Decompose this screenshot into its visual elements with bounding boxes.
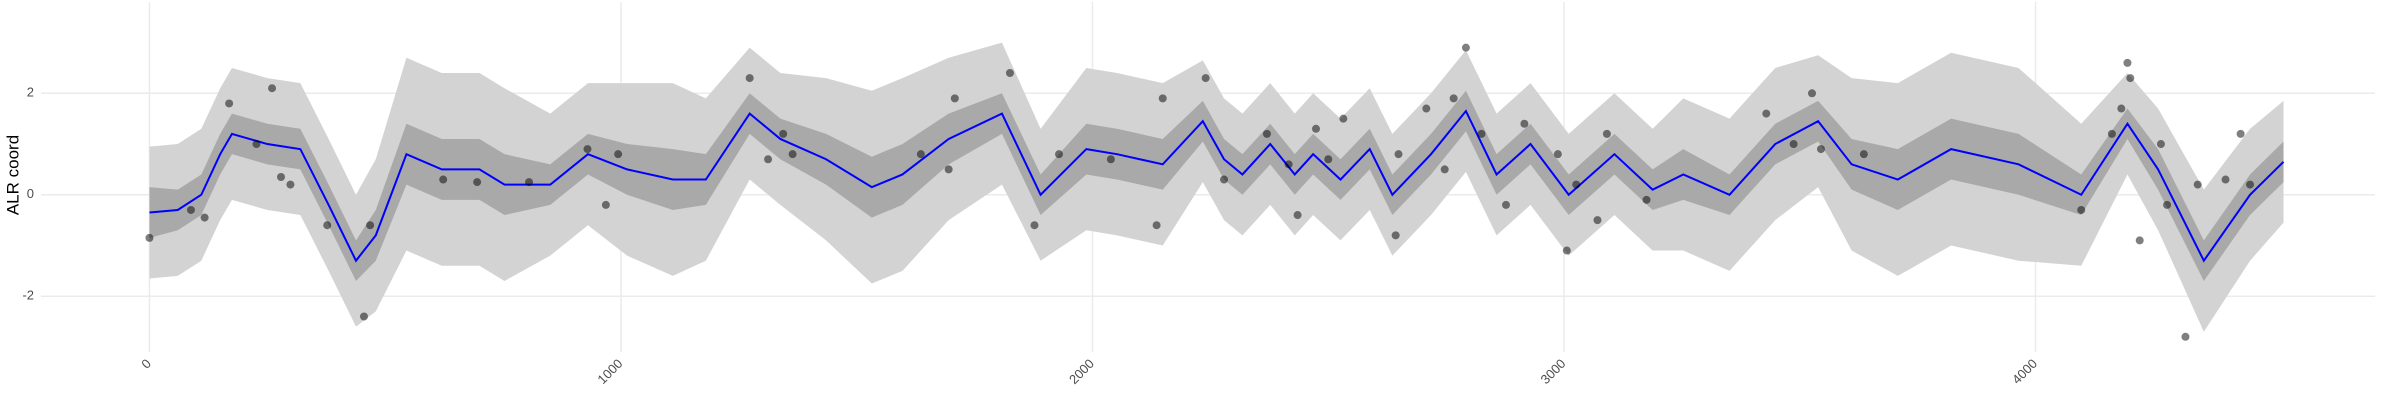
data-point [2246, 180, 2255, 189]
data-point [1284, 160, 1293, 169]
data-point [2163, 200, 2172, 209]
data-point [1572, 180, 1581, 189]
data-point [2117, 104, 2126, 113]
data-point [2135, 236, 2144, 245]
data-point [1808, 89, 1817, 98]
data-point [788, 150, 797, 159]
data-point [614, 150, 623, 159]
data-point [1553, 150, 1562, 159]
x-tick-label: 2000 [1066, 356, 1097, 387]
data-point [2123, 58, 2132, 67]
data-point [2221, 175, 2230, 184]
data-point [1461, 43, 1470, 52]
data-point [145, 233, 154, 242]
data-point [1762, 109, 1771, 118]
data-point [1005, 69, 1014, 78]
data-point [583, 145, 592, 154]
data-point [439, 175, 448, 184]
x-tick-label: 0 [138, 356, 154, 372]
data-point [2126, 74, 2135, 83]
data-point [1339, 114, 1348, 123]
data-point [525, 178, 534, 187]
data-point [1220, 175, 1229, 184]
x-tick-label: 3000 [1537, 356, 1568, 387]
data-point [286, 180, 295, 189]
data-point [950, 94, 959, 103]
data-point [366, 221, 375, 230]
data-point [1391, 231, 1400, 240]
data-point [1440, 165, 1449, 174]
data-point [473, 178, 482, 187]
data-point [764, 155, 773, 164]
data-point [1501, 200, 1510, 209]
data-point [2181, 332, 2190, 341]
data-point [277, 173, 286, 181]
data-point [2156, 140, 2165, 149]
data-point [252, 140, 261, 149]
data-point [2193, 180, 2202, 189]
data-point [1262, 129, 1271, 138]
y-tick-label: 0 [27, 186, 34, 201]
y-axis-label: ALR coord [3, 135, 22, 215]
data-point [186, 205, 195, 214]
data-point [268, 84, 277, 93]
data-point [745, 74, 754, 83]
confidence-band [149, 90, 2284, 281]
data-point [1422, 104, 1431, 113]
data-point [1152, 221, 1161, 230]
data-point [1311, 124, 1320, 133]
data-point [1055, 150, 1064, 159]
data-point [225, 99, 234, 108]
data-point [601, 200, 610, 209]
data-point [1520, 119, 1529, 128]
data-point [1602, 129, 1611, 138]
x-tick-label: 4000 [2009, 356, 2040, 387]
data-point [2107, 129, 2116, 138]
data-point [1593, 216, 1602, 225]
data-point [1201, 74, 1210, 83]
data-point [323, 221, 332, 230]
data-point [1449, 94, 1458, 103]
data-point [1789, 140, 1798, 149]
data-point [1293, 211, 1302, 220]
mean-line [149, 109, 2285, 263]
data-point [1030, 221, 1039, 230]
data-point [916, 150, 925, 159]
y-tick-label: -2 [22, 288, 34, 303]
data-point [1642, 195, 1651, 204]
data-point [200, 213, 209, 222]
data-point [1859, 150, 1868, 159]
data-point [779, 129, 788, 138]
data-point [1394, 150, 1403, 159]
x-tick-label: 1000 [594, 356, 625, 387]
data-point [1816, 145, 1825, 154]
confidence-band [149, 42, 2284, 332]
data-point [1477, 129, 1486, 138]
data-point [359, 312, 368, 321]
data-point [1106, 155, 1115, 164]
data-point [1158, 94, 1167, 103]
y-tick-label: 2 [27, 85, 34, 100]
data-point [1324, 155, 1333, 164]
data-point [944, 165, 953, 174]
data-point [2236, 129, 2245, 138]
data-point [1562, 246, 1571, 255]
data-point [2077, 205, 2086, 214]
